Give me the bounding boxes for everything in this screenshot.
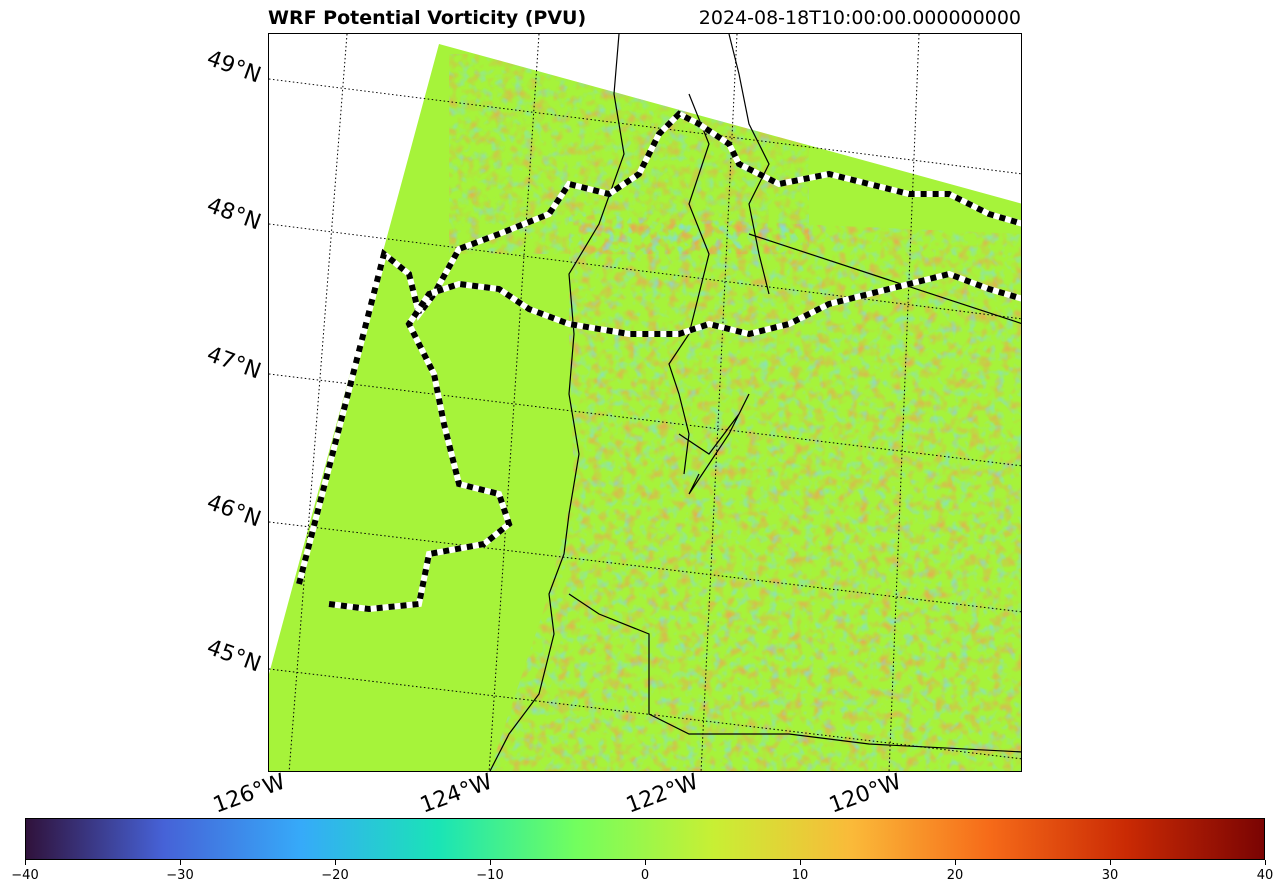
colorbar-tick [489,860,491,865]
pv-contour-dashed [296,110,1021,613]
colorbar-tick-label: 0 [640,868,650,883]
colorbar-tick-label: 30 [1101,868,1119,883]
colorbar [25,818,1265,860]
colorbar-tick-label: 20 [946,868,964,883]
lat-label-46n: 46°N [203,490,265,533]
plot-title: WRF Potential Vorticity (PVU) [268,7,587,29]
graticule [269,34,1021,771]
colorbar-tick [334,860,336,865]
colorbar-tick [1109,860,1111,865]
colorbar-tick [799,860,801,865]
lon-label-122w: 122°W [623,769,702,819]
lat-label-47n: 47°N [203,342,265,385]
colorbar-tick [1264,860,1266,865]
colorbar-tick-label: −20 [321,868,349,883]
colorbar-tick [644,860,646,865]
colorbar-tick [179,860,181,865]
pv-negative-texture [489,214,1021,771]
colorbar-tick-label: −40 [11,868,39,883]
pv-north-texture-blue [449,54,809,254]
lon-label-124w: 124°W [417,769,496,819]
lat-label-49n: 49°N [203,46,265,89]
lon-label-126w: 126°W [210,769,289,819]
colorbar-tick-label: −30 [166,868,194,883]
colorbar-tick-label: −10 [476,868,504,883]
colorbar-tick [954,860,956,865]
lon-label-120w: 120°W [826,769,905,819]
plot-timestamp: 2024-08-18T10:00:00.000000000 [698,7,1021,29]
pv-field-map [269,34,1021,771]
colorbar-tick-label: 10 [791,868,809,883]
lat-label-48n: 48°N [203,193,265,236]
lat-label-45n: 45°N [203,635,265,678]
colorbar-tick [24,860,26,865]
colorbar-tick-label: 40 [1256,868,1274,883]
map-panel[interactable] [268,33,1022,772]
